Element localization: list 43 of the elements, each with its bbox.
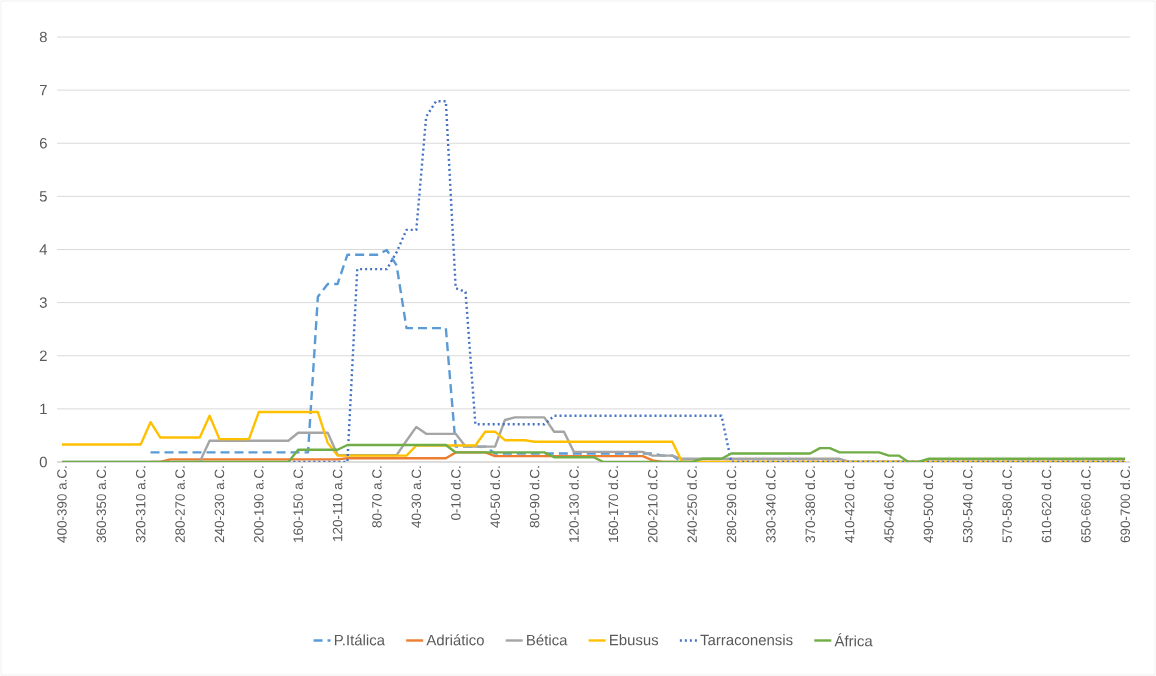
x-tick-label: 160-150 a.C. bbox=[293, 466, 303, 542]
legend-label: Tarraconensis bbox=[700, 634, 793, 646]
x-tick-label: 0-10 d.C. bbox=[450, 466, 461, 520]
x-tick-label: 240-250 d.C. bbox=[687, 466, 697, 543]
x-tick-label: 120-110 a.C. bbox=[332, 466, 343, 541]
x-tick-label: 330-340 d.C. bbox=[765, 466, 776, 543]
y-tick-label: 5 bbox=[39, 191, 47, 202]
x-tick-label: 280-290 d.C. bbox=[726, 466, 737, 543]
x-tick-label: 650-660 d.C. bbox=[1080, 466, 1091, 543]
x-tick-label: 280-270 a.C. bbox=[175, 466, 185, 543]
x-tick-label: 410-420 d.C. bbox=[844, 466, 855, 543]
legend-label: P.Itálica bbox=[334, 634, 385, 646]
y-tick-label: 3 bbox=[39, 297, 47, 308]
legend-label: África bbox=[834, 633, 873, 647]
x-tick-label: 240-230 a.C. bbox=[214, 466, 225, 543]
x-tick-label: 400-390 a.C. bbox=[57, 466, 67, 543]
x-tick-label: 80-90 d.C. bbox=[529, 466, 540, 528]
y-tick-label: 7 bbox=[39, 84, 47, 96]
x-tick-label: 200-210 d.C. bbox=[647, 466, 658, 543]
y-tick-label: 0 bbox=[39, 456, 47, 468]
x-tick-label: 160-170 d.C. bbox=[608, 466, 619, 542]
y-tick-label: 6 bbox=[39, 137, 47, 149]
legend-label: Bética bbox=[527, 634, 568, 646]
legend-label: Adriático bbox=[426, 634, 484, 646]
y-tick-label: 4 bbox=[39, 244, 48, 255]
x-tick-label: 120-130 d.C. bbox=[568, 466, 579, 542]
y-tick-label: 8 bbox=[39, 31, 47, 43]
x-tick-label: 570-580 d.C. bbox=[1002, 466, 1012, 543]
y-tick-label: 1 bbox=[40, 403, 47, 414]
x-tick-label: 370-380 d.C. bbox=[805, 466, 816, 543]
x-tick-label: 320-310 a.C. bbox=[135, 466, 146, 543]
x-tick-label: 40-50 d.C. bbox=[490, 466, 500, 528]
x-tick-label: 360-350 a.C. bbox=[96, 466, 107, 543]
x-tick-label: 530-540 d.C. bbox=[962, 466, 973, 543]
x-tick-label: 450-460 d.C. bbox=[883, 466, 894, 543]
x-tick-label: 490-500 d.C. bbox=[923, 466, 934, 543]
x-tick-label: 200-190 a.C. bbox=[254, 466, 264, 543]
x-tick-label: 690-700 d.C. bbox=[1120, 466, 1131, 543]
legend-label: Ebusus bbox=[610, 634, 659, 646]
x-tick-label: 80-70 a.C. bbox=[372, 466, 382, 528]
x-tick-label: 40-30 a.C. bbox=[411, 466, 422, 528]
x-tick-label: 610-620 d.C. bbox=[1041, 466, 1052, 543]
y-tick-label: 2 bbox=[39, 350, 47, 361]
